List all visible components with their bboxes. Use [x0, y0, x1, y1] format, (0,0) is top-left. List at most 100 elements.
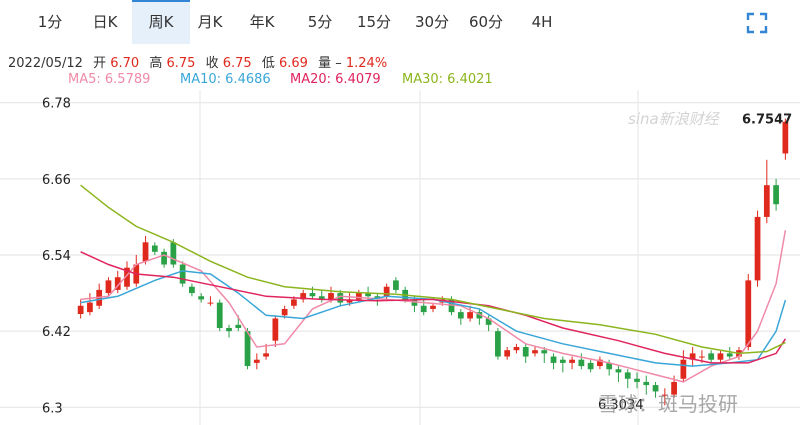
tab-2[interactable]: 周K [132, 0, 190, 44]
candle-body [522, 347, 529, 357]
candle-body [680, 359, 687, 379]
candle-body [513, 347, 520, 351]
low-value: 6.69 [278, 56, 308, 71]
tab-8[interactable]: 60分 [468, 13, 504, 31]
candle-body [281, 308, 288, 316]
candle-body [170, 242, 177, 265]
tab-0[interactable]: 1分 [37, 13, 63, 31]
candle-body [532, 350, 538, 354]
y-tick-label: 6.3 [42, 401, 63, 416]
candle-body [689, 353, 696, 360]
candle-body [346, 299, 353, 303]
expand-icon[interactable] [746, 12, 768, 34]
open-value: 6.70 [110, 56, 140, 71]
candle-body [207, 302, 214, 304]
candle-body [448, 299, 455, 313]
change-value: 1.24% [345, 56, 388, 71]
candle-body [253, 359, 260, 363]
candle-body [467, 312, 473, 319]
candle-body [559, 359, 566, 363]
candle-body [179, 264, 186, 284]
tab-5[interactable]: 5分 [307, 13, 333, 31]
y-tick-label: 6.66 [42, 173, 71, 188]
candle-body [216, 302, 223, 328]
volume-value: – [335, 56, 342, 71]
candle-body [624, 372, 631, 379]
candle-body [708, 353, 715, 360]
candle-body [263, 353, 269, 357]
candle-body [337, 293, 344, 303]
high-value: 6.75 [166, 56, 196, 71]
candle-body [587, 362, 594, 370]
candle-body [782, 121, 789, 154]
candle-body [365, 293, 371, 297]
sina-watermark: sina新浪财经 [628, 110, 719, 128]
candle-body [393, 280, 399, 290]
high-label: 高 [149, 56, 163, 71]
tab-4[interactable]: 年K [249, 13, 275, 31]
ohlc-info: 2022/05/12 开 6.70 高 6.75 收 6.75 低 6.69 量… [8, 52, 387, 71]
candle-body [355, 293, 362, 300]
open-label: 开 [93, 56, 107, 71]
candle-body [606, 362, 613, 370]
ma-line-ma20 [80, 251, 787, 364]
candle-body [495, 331, 501, 357]
candle-body [578, 359, 585, 367]
candle-body [142, 242, 149, 262]
info-date: 2022/05/12 [8, 56, 83, 71]
candle-body [550, 356, 557, 363]
candle-body [226, 327, 232, 332]
candle-body [198, 296, 205, 300]
candle-body [541, 350, 548, 354]
candle-body [189, 286, 195, 294]
y-tick-label: 6.42 [42, 325, 71, 340]
candle-body [773, 185, 779, 205]
tab-9[interactable]: 4H [531, 13, 553, 31]
candle-body [244, 331, 251, 367]
candle-body [151, 245, 158, 252]
ma5-label: MA5: 6.5789 [68, 72, 151, 87]
candle-body [114, 277, 121, 290]
candle-body [726, 353, 733, 357]
candle-body [124, 267, 130, 287]
candle-body [420, 305, 427, 313]
ma30-label: MA30: 6.4021 [402, 72, 493, 87]
candle-body [717, 353, 724, 360]
candle-body [309, 293, 316, 297]
y-tick-label: 6.54 [42, 249, 71, 264]
candle-body [745, 280, 752, 348]
candle-body [161, 251, 167, 265]
candle-body [634, 378, 640, 382]
candle-body [569, 359, 575, 363]
candle-body [300, 293, 307, 300]
tab-6[interactable]: 15分 [356, 13, 392, 31]
candle-body [643, 381, 650, 386]
ma-line-ma30 [80, 184, 786, 355]
candle-body [328, 293, 334, 300]
ma10-label: MA10: 6.4686 [180, 72, 271, 87]
candle-body [291, 299, 297, 306]
candle-body [105, 280, 112, 294]
candle-body [77, 305, 84, 315]
tab-1[interactable]: 日K [92, 13, 118, 31]
candle-body [699, 356, 705, 358]
close-value: 6.75 [222, 56, 252, 71]
tab-3[interactable]: 月K [197, 13, 223, 31]
candle-body [652, 385, 659, 392]
candle-body [763, 185, 770, 217]
candle-body [476, 312, 483, 319]
min-label: 6.3034 [598, 398, 644, 413]
max-label: 6.7547 [742, 113, 792, 128]
candle-body [272, 318, 279, 341]
period-tabs: 1分 日K 周K 月K 年K 5分 15分 30分 60分 4H [0, 0, 800, 44]
ma20-label: MA20: 6.4079 [290, 72, 381, 87]
close-label: 收 [205, 56, 219, 71]
candle-body [754, 216, 761, 281]
volume-label: 量 [318, 56, 332, 71]
candle-body [485, 318, 492, 325]
candle-body [661, 394, 668, 396]
tab-7[interactable]: 30分 [414, 13, 450, 31]
candle-body [457, 312, 464, 319]
candle-body [87, 302, 93, 313]
candle-body [411, 299, 418, 306]
